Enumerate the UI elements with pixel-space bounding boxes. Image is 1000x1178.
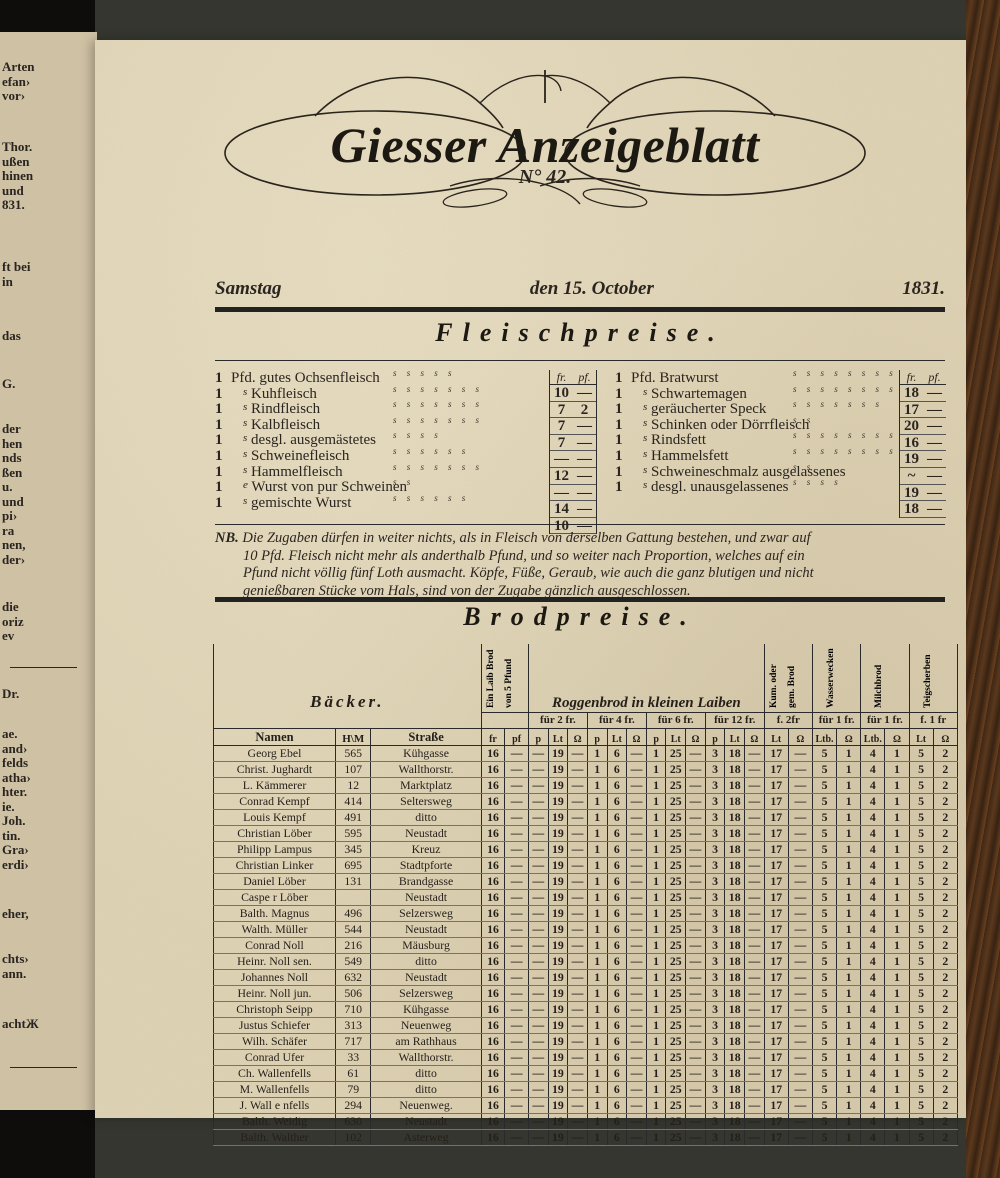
svg-text:von 5 Pfund: von 5 Pfund (504, 658, 514, 708)
svg-text:Wasserwecken: Wasserwecken (826, 647, 836, 707)
svg-text:Kum. oder: Kum. oder (769, 663, 779, 708)
svg-text:Teigscherben: Teigscherben (923, 653, 933, 707)
svg-text:Milchbrod: Milchbrod (874, 664, 884, 708)
svg-text:Ein Laib Brod: Ein Laib Brod (486, 648, 496, 707)
svg-text:gem. Brod: gem. Brod (787, 665, 797, 708)
